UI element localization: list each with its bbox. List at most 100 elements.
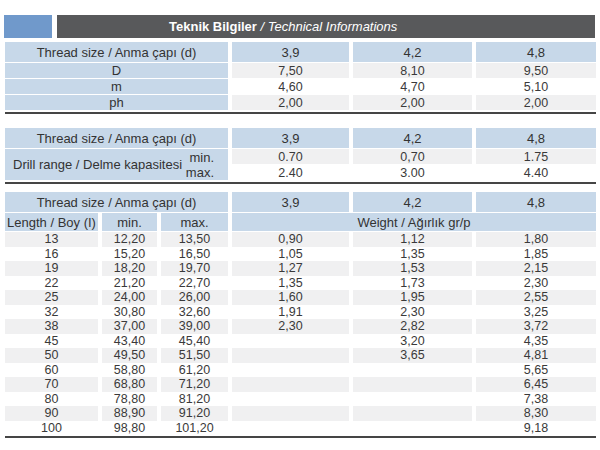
section-divider: [5, 436, 596, 438]
weight-header: Weight / Ağırlık gr/p: [232, 213, 596, 231]
weight-cell-4-8: 4,35: [476, 334, 596, 349]
max-cell: 61,20: [161, 363, 228, 378]
value-cell: 2,00: [232, 95, 349, 110]
value-cell: 5,10: [476, 79, 596, 94]
weight-cell-3-9: [232, 421, 349, 436]
weight-cell-4-8: 2,30: [476, 276, 596, 291]
length-cell: 60: [5, 363, 98, 378]
thread-size-header: Thread size / Anma çapı (d): [5, 192, 228, 212]
weight-cell-3-9: [232, 363, 349, 378]
min-cell: 88,90: [102, 406, 157, 421]
weight-cell-3-9: 1,60: [232, 290, 349, 305]
max-cell: 71,20: [161, 377, 228, 392]
col-header-3-9: 3,9: [232, 42, 349, 62]
weight-cell-3-9: 1,05: [232, 247, 349, 262]
min-cell: 37,00: [102, 319, 157, 334]
min-cell: 24,00: [102, 290, 157, 305]
weight-cell-4-2: 1,53: [353, 261, 472, 276]
value-cell: 7,50: [232, 63, 349, 78]
weight-cell-4-2: 1,95: [353, 290, 472, 305]
min-cell: 98,80: [102, 421, 157, 436]
weight-cell-4-8: 6,45: [476, 377, 596, 392]
col-header-4-8: 4,8: [476, 192, 596, 212]
weight-cell-4-8: 7,38: [476, 392, 596, 407]
length-cell: 90: [5, 406, 98, 421]
min-cell: 12,20: [102, 232, 157, 247]
min-cell: 15,20: [102, 247, 157, 262]
brand-accent-square: [4, 15, 52, 38]
thread-size-header: Thread size / Anma çapı (d): [5, 42, 228, 62]
weight-cell-3-9: [232, 334, 349, 349]
weight-cell-4-8: 3,72: [476, 319, 596, 334]
max-header: max.: [161, 213, 228, 231]
max-cell: 101,20: [161, 421, 228, 436]
weight-cell-3-9: [232, 377, 349, 392]
length-weight-subheader: Length / Boy (I) min. max. Weight / Ağır…: [5, 213, 596, 231]
drill-range-table: Thread size / Anma çapı (d) 3,9 4,2 4,8 …: [5, 128, 596, 180]
weight-cell-3-9: 0,90: [232, 232, 349, 247]
length-cell: 45: [5, 334, 98, 349]
weight-cell-3-9: 1,35: [232, 276, 349, 291]
weight-cell-3-9: 2,30: [232, 319, 349, 334]
weight-cell-4-8: 1,85: [476, 247, 596, 262]
section-divider: [5, 112, 596, 114]
weight-cell-4-2: 2,30: [353, 305, 472, 320]
length-cell: 100: [5, 421, 98, 436]
length-cell: 70: [5, 377, 98, 392]
max-cell: 16,50: [161, 247, 228, 262]
weight-cell-4-8: 9,18: [476, 421, 596, 436]
value-cell: 1.75: [476, 149, 596, 164]
length-weight-rows: 13 12,20 13,50 0,90 1,12 1,80 16 15,20 1…: [5, 232, 596, 435]
weight-cell-4-2: 1,35: [353, 247, 472, 262]
weight-cell-4-2: 2,82: [353, 319, 472, 334]
max-cell: 39,00: [161, 319, 228, 334]
weight-cell-4-2: [353, 406, 472, 421]
max-cell: 45,40: [161, 334, 228, 349]
length-cell: 50: [5, 348, 98, 363]
min-cell: 68,80: [102, 377, 157, 392]
drill-range-label-cell: Drill range / Delme kapasitesi min. max.: [5, 149, 228, 180]
datasheet-page: Teknik Bilgiler / Technical Informations…: [0, 0, 600, 450]
value-cell: 4,60: [232, 79, 349, 94]
thread-size-header: Thread size / Anma çapı (d): [5, 128, 228, 148]
min-cell: 78,80: [102, 392, 157, 407]
weight-cell-4-8: 2,55: [476, 290, 596, 305]
col-header-3-9: 3,9: [232, 128, 349, 148]
length-cell: 22: [5, 276, 98, 291]
value-cell: 0,70: [353, 149, 472, 164]
max-cell: 51,50: [161, 348, 228, 363]
max-label: max.: [186, 165, 214, 180]
length-cell: 19: [5, 261, 98, 276]
value-cell: 4,70: [353, 79, 472, 94]
value-cell: 4.40: [476, 165, 596, 180]
value-cell: 9,50: [476, 63, 596, 78]
min-max-labels: min. max.: [186, 150, 214, 180]
drill-range-label: Drill range / Delme kapasitesi: [13, 157, 182, 172]
min-cell: 43,40: [102, 334, 157, 349]
max-cell: 81,20: [161, 392, 228, 407]
value-cell: 2,00: [353, 95, 472, 110]
length-cell: 25: [5, 290, 98, 305]
title-subtitle: / Technical Informations: [257, 19, 397, 34]
length-header: Length / Boy (I): [5, 213, 98, 231]
weight-cell-4-8: 2,15: [476, 261, 596, 276]
col-header-4-2: 4,2: [353, 128, 472, 148]
weight-cell-4-2: [353, 363, 472, 378]
weight-cell-3-9: [232, 392, 349, 407]
weight-cell-4-8: 3,25: [476, 305, 596, 320]
max-cell: 26,00: [161, 290, 228, 305]
dimensions-table: Thread size / Anma çapı (d) 3,9 4,2 4,8 …: [5, 42, 596, 110]
max-cell: 32,60: [161, 305, 228, 320]
length-cell: 13: [5, 232, 98, 247]
weight-cell-4-2: [353, 421, 472, 436]
weight-cell-4-2: 1,73: [353, 276, 472, 291]
min-cell: 30,80: [102, 305, 157, 320]
min-cell: 18,20: [102, 261, 157, 276]
weight-cell-4-2: 1,12: [353, 232, 472, 247]
weight-cell-3-9: 1,27: [232, 261, 349, 276]
section-title-bar: Teknik Bilgiler / Technical Informations: [57, 15, 595, 38]
col-header-4-2: 4,2: [353, 42, 472, 62]
col-header-4-8: 4,8: [476, 128, 596, 148]
max-cell: 22,70: [161, 276, 228, 291]
col-header-4-8: 4,8: [476, 42, 596, 62]
